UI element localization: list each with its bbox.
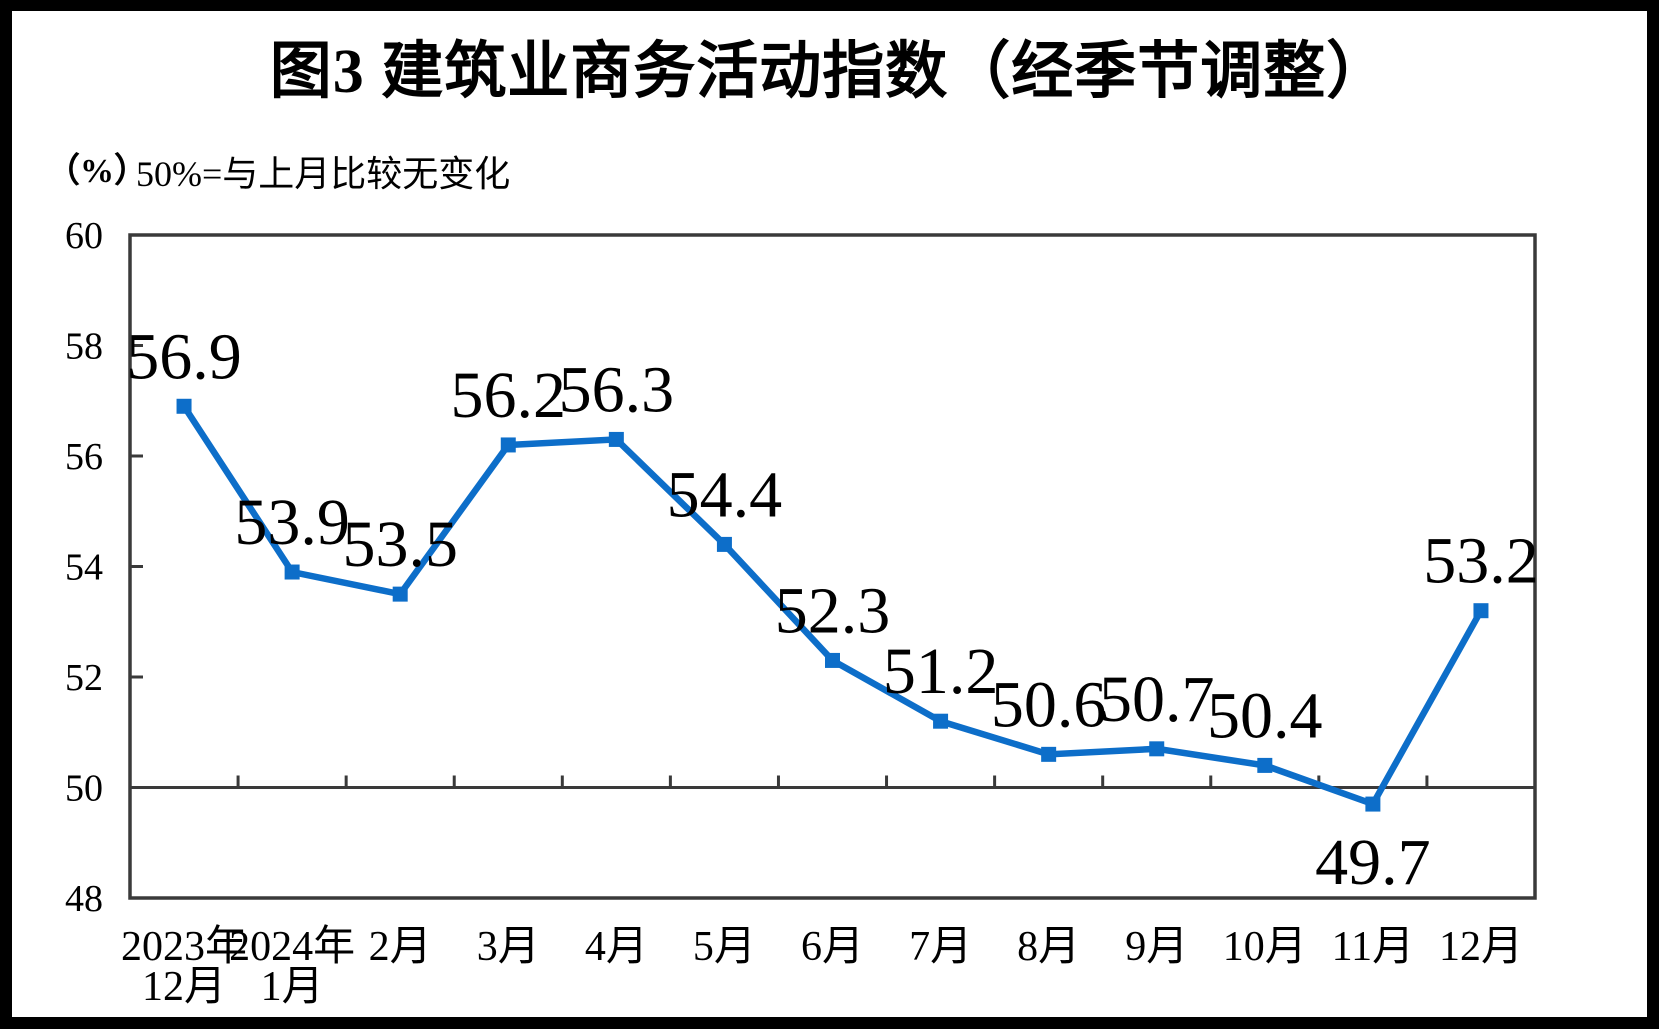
data-point-marker — [1365, 796, 1381, 812]
svg-text:56: 56 — [65, 436, 103, 478]
data-label: 56.2 — [451, 359, 567, 432]
svg-text:2024年: 2024年 — [229, 923, 355, 970]
svg-text:50: 50 — [65, 768, 103, 810]
data-point-markers — [176, 398, 1489, 812]
data-label: 51.2 — [883, 635, 999, 708]
data-label: 50.6 — [991, 668, 1107, 741]
reference-line-note: 50%=与上月比较无变化 — [136, 154, 511, 194]
chart-canvas — [12, 11, 1647, 1017]
svg-text:48: 48 — [65, 878, 103, 920]
svg-text:12月: 12月 — [1439, 924, 1523, 970]
data-label: 56.9 — [126, 320, 242, 393]
data-point-marker — [176, 398, 192, 414]
x-axis-ticks — [236, 775, 1429, 788]
y-axis-labels: 60 58 56 54 52 50 48 — [65, 215, 103, 920]
svg-text:2月: 2月 — [369, 924, 432, 970]
data-label: 50.4 — [1207, 679, 1323, 752]
data-point-marker — [825, 652, 840, 668]
svg-text:9月: 9月 — [1125, 924, 1188, 970]
svg-text:54: 54 — [65, 547, 103, 589]
data-point-marker — [500, 437, 516, 453]
data-point-marker — [284, 564, 300, 580]
svg-text:7月: 7月 — [909, 924, 972, 970]
svg-text:3月: 3月 — [477, 924, 540, 970]
chart-title: 图3 建筑业商务活动指数（经季节调整） — [269, 38, 1390, 106]
data-point-marker — [933, 713, 949, 729]
chart-subtitle-row: （%） 50%=与上月比较无变化 — [0, 143, 1659, 194]
data-label: 53.5 — [342, 508, 458, 581]
data-label: 53.2 — [1423, 525, 1539, 598]
data-point-marker — [1041, 746, 1057, 762]
data-point-marker — [1149, 741, 1165, 757]
data-point-marker — [716, 536, 732, 552]
data-label: 49.7 — [1315, 826, 1431, 899]
y-axis-unit-label: （%） — [46, 153, 148, 190]
plot-border — [128, 233, 1537, 900]
data-point-marker — [1473, 603, 1489, 619]
svg-text:1月: 1月 — [261, 964, 324, 1010]
data-point-marker — [1257, 757, 1273, 773]
svg-text:2023年: 2023年 — [121, 923, 247, 970]
data-label: 56.3 — [559, 353, 675, 426]
svg-text:58: 58 — [65, 326, 103, 368]
data-label: 53.9 — [234, 486, 350, 559]
svg-text:52: 52 — [65, 657, 103, 699]
svg-text:5月: 5月 — [693, 924, 756, 970]
data-label: 52.3 — [775, 574, 891, 647]
svg-text:8月: 8月 — [1017, 924, 1080, 970]
svg-text:10月: 10月 — [1223, 924, 1307, 970]
svg-text:60: 60 — [65, 215, 103, 257]
svg-text:12月: 12月 — [142, 964, 226, 1010]
svg-text:11月: 11月 — [1332, 924, 1414, 970]
svg-text:6月: 6月 — [801, 924, 864, 970]
svg-text:4月: 4月 — [585, 924, 648, 970]
data-point-marker — [608, 431, 624, 447]
data-point-marker — [392, 586, 408, 602]
data-labels: 56.9 53.953.5 56.256.3 54.4 52.351.250.650.7… — [126, 320, 1538, 899]
y-axis-ticks — [130, 344, 143, 679]
data-label: 54.4 — [667, 458, 783, 531]
data-label: 50.7 — [1099, 663, 1215, 736]
